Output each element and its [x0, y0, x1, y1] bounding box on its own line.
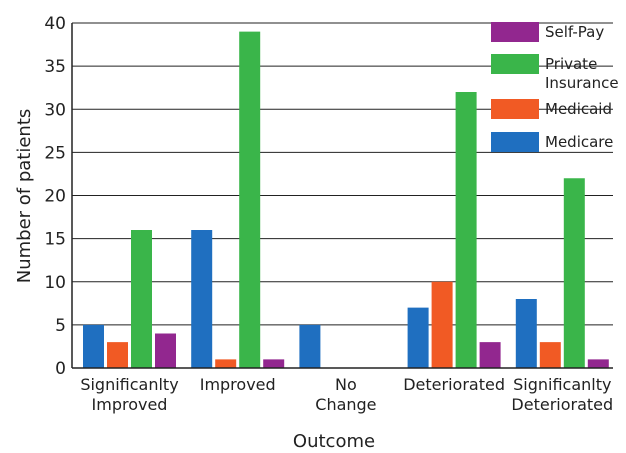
y-axis-label: Number of patients — [14, 109, 35, 284]
x-tick-label: No Change — [315, 375, 376, 414]
y-tick-label: 5 — [55, 316, 66, 336]
legend-swatch-medicare — [491, 132, 539, 152]
legend-swatch-medicaid — [491, 99, 539, 119]
bar-self-pay — [479, 342, 501, 368]
legend-swatch-self-pay — [491, 22, 539, 42]
bar-self-pay — [263, 359, 285, 368]
bar-medicaid — [215, 359, 237, 368]
bar-medicare — [515, 299, 537, 368]
bar-self-pay — [587, 359, 609, 368]
bar-medicaid — [431, 281, 453, 368]
bars — [83, 31, 609, 368]
y-tick-label: 10 — [44, 273, 66, 293]
y-tick-label: 0 — [55, 359, 66, 379]
bar-medicare — [407, 307, 429, 368]
bar-private-insurance — [563, 178, 585, 368]
y-tick-label: 35 — [44, 57, 66, 77]
legend-label: Private Insurance — [545, 55, 619, 92]
bar-self-pay — [155, 333, 176, 368]
y-tick-label: 20 — [44, 187, 66, 207]
x-axis-label: Outcome — [293, 431, 375, 452]
legend-swatch-private-insurance — [491, 54, 539, 74]
x-tick-label: Significanlty Deteriorated — [511, 375, 613, 414]
gridlines — [72, 22, 613, 326]
legend-label: Self-Pay — [545, 23, 604, 41]
axes — [71, 23, 613, 369]
bar-private-insurance — [455, 92, 477, 368]
bar-private-insurance — [131, 230, 152, 368]
y-tick-label: 40 — [44, 14, 66, 34]
legend: Self-Pay Private Insurance Medicaid Medicare — [491, 22, 619, 152]
bar-medicare — [83, 324, 104, 368]
y-tick-label: 30 — [44, 100, 66, 120]
x-tick-labels: Significanlty Improved Improved No Change Det… — [80, 375, 613, 414]
legend-label: Medicaid — [545, 100, 612, 118]
bar-medicare — [299, 324, 321, 368]
y-tick-labels: 0 5 10 15 20 25 30 35 40 — [44, 14, 66, 379]
x-tick-label: Deteriorated — [403, 375, 505, 394]
y-tick-label: 15 — [44, 230, 66, 250]
bar-medicare — [191, 230, 213, 368]
y-tick-label: 25 — [44, 143, 66, 163]
bar-medicaid — [539, 342, 561, 368]
x-tick-label: Improved — [200, 375, 276, 394]
bar-private-insurance — [239, 31, 261, 368]
legend-label: Medicare — [545, 133, 613, 151]
bar-medicaid — [107, 342, 128, 368]
x-tick-label: Significanlty Improved — [80, 375, 178, 414]
